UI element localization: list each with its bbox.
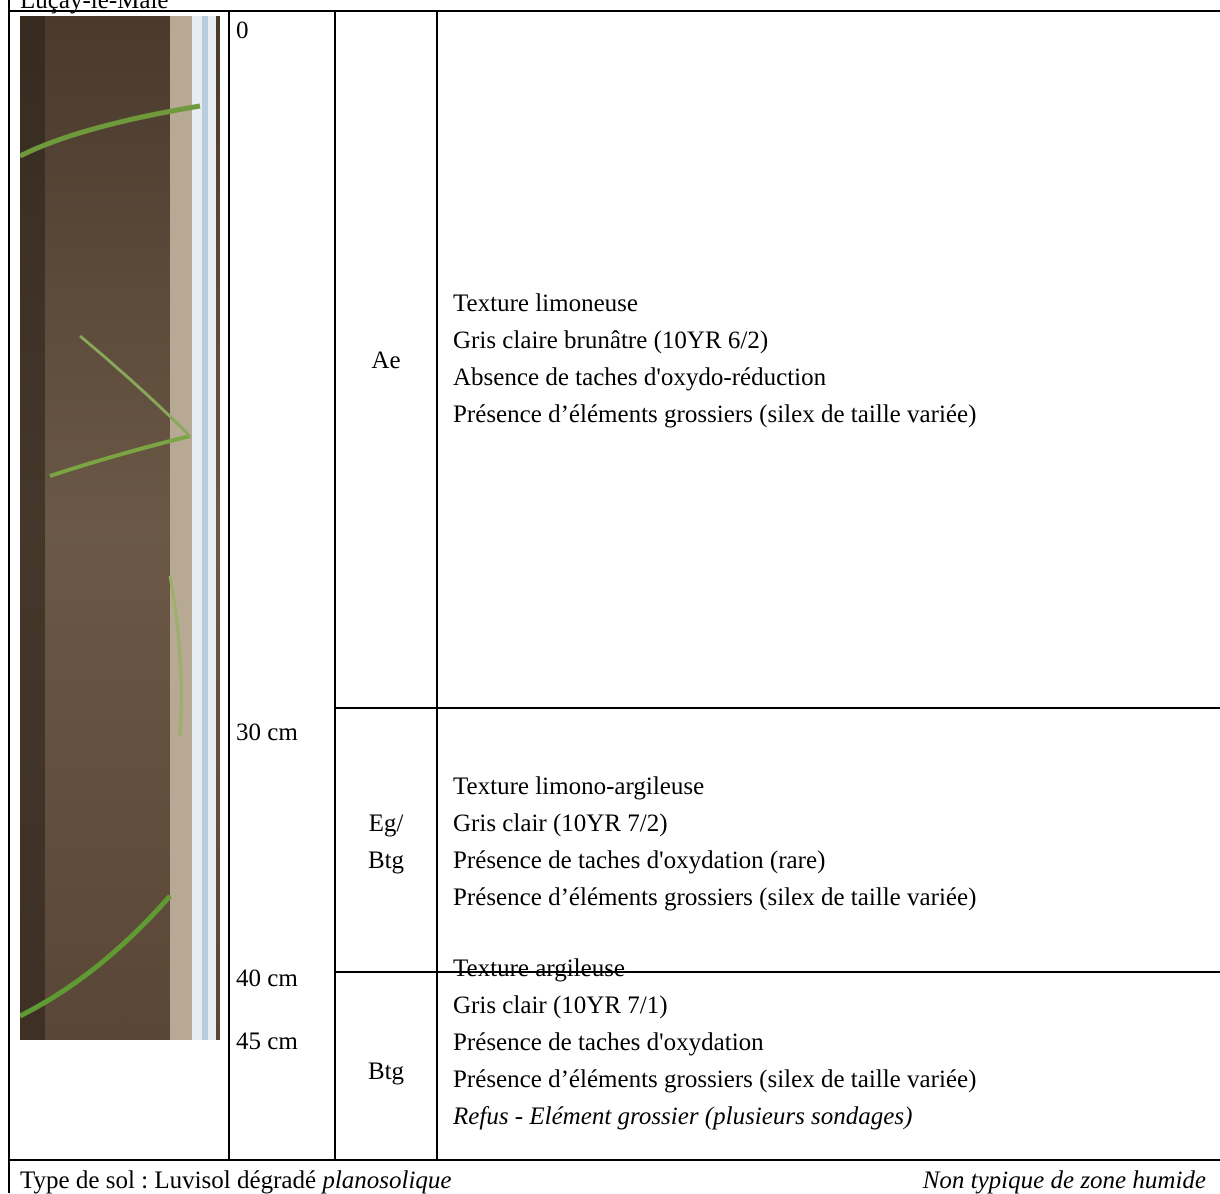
border: [228, 10, 230, 1160]
title: Luçay-le-Mâle: [20, 0, 169, 14]
description-line: Gris clair (10YR 7/2): [453, 810, 668, 837]
border: [334, 707, 1220, 709]
depth-label: 30 cm: [236, 719, 298, 746]
border: [334, 971, 1220, 973]
horizon-name: Ae: [371, 347, 401, 374]
description-line: Texture limono-argileuse: [453, 773, 705, 800]
border: [436, 10, 438, 1160]
soil-type: Type de sol : Luvisol dégradé planosoliq…: [20, 1168, 452, 1193]
description-line: Présence de taches d'oxydation (rare): [453, 847, 826, 874]
border: [8, 0, 10, 1193]
description-line: Gris clair (10YR 7/1): [453, 992, 668, 1019]
description-line: Présence d’éléments grossiers (silex de …: [453, 1066, 977, 1093]
border: [8, 1159, 1220, 1161]
horizon-name: Eg/ Btg: [335, 805, 437, 879]
soil-type-text: Type de sol : Luvisol dégradé: [20, 1167, 317, 1194]
border: [8, 10, 1220, 12]
depth-label: 45 cm: [236, 1028, 298, 1055]
soil-photo: [20, 16, 220, 1040]
depth-label: 0: [236, 17, 249, 44]
horizon-name: Btg: [367, 1058, 405, 1085]
description: Texture argileuse Gris clair (10YR 7/1) Pr…: [453, 950, 976, 1135]
border: [334, 10, 336, 1160]
description-line: Présence d’éléments grossiers (silex de …: [453, 884, 977, 911]
description-line: Refus - Elément grossier (plusieurs sond…: [453, 1103, 913, 1130]
horizon-name-line: Btg: [367, 847, 405, 874]
description-line: Présence de taches d'oxydation: [453, 1029, 764, 1056]
description-line: Texture argileuse: [453, 955, 626, 982]
conclusion: Non typique de zone humide: [922, 1167, 1206, 1194]
horizon-name-line: Eg/: [368, 810, 404, 837]
description-line: Texture limoneuse: [453, 290, 638, 317]
depth-label: 40 cm: [236, 965, 298, 992]
description: Texture limono-argileuse Gris clair (10YR…: [453, 768, 976, 916]
description-line: Absence de taches d'oxydo-réduction: [453, 364, 827, 391]
description: Texture limoneuse Gris claire brunâtre (1…: [453, 285, 976, 433]
description-line: Gris claire brunâtre (10YR 6/2): [453, 327, 769, 354]
description-line: Présence d’éléments grossiers (silex de …: [453, 401, 977, 428]
soil-qualifier: planosolique: [322, 1167, 452, 1194]
